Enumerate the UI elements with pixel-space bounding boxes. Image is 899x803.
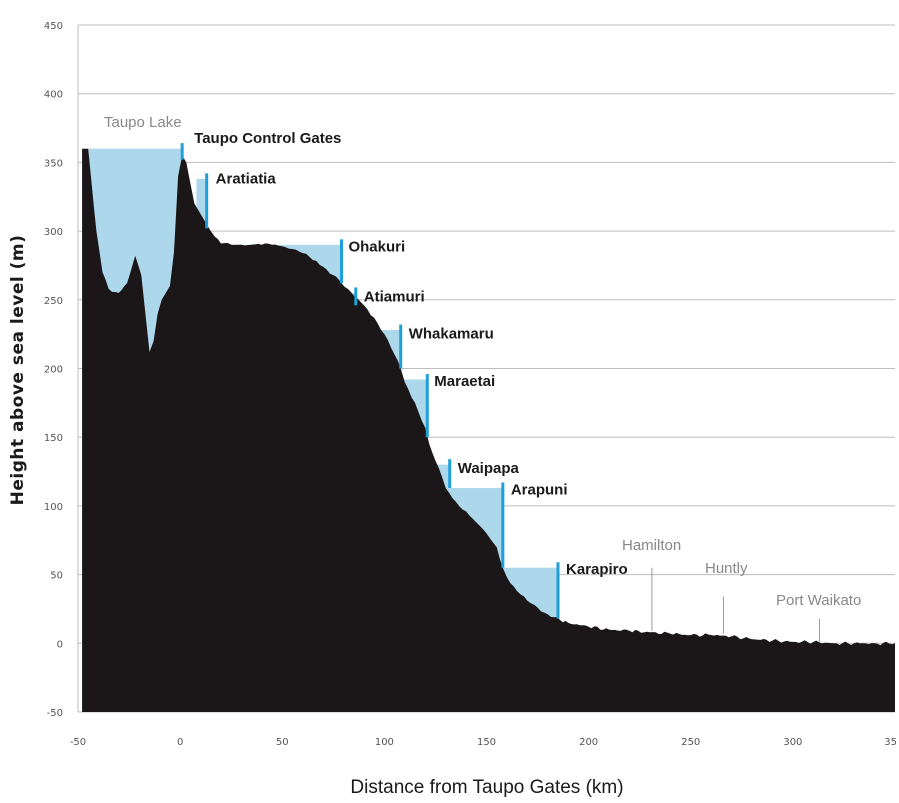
y-tick-label: 350 [44,158,63,169]
y-tick-label: 400 [44,90,63,101]
x-tick-label: 35 [884,737,897,748]
y-tick-label: 100 [44,502,63,513]
town-label: Huntly [705,560,748,577]
x-tick-label: 0 [177,737,183,748]
y-tick-label: 250 [44,296,63,307]
y-tick-label: 300 [44,227,63,238]
y-tick-label: 0 [57,639,63,650]
x-tick-label: 200 [579,737,598,748]
dam-label: Ohakuri [348,238,405,255]
dam-label: Maraetai [434,373,495,390]
town-label: Port Waikato [776,592,861,609]
y-tick-label: 50 [50,571,63,582]
terrain-layer [82,148,896,712]
dam-layer [180,143,560,619]
x-tick-label: 300 [783,737,802,748]
town-label: Hamilton [622,537,681,554]
dam-label: Aratiatia [216,170,277,187]
dam-label: Atiamuri [364,288,425,305]
y-tick-label: -50 [47,708,63,719]
dam-label: Arapuni [511,482,568,499]
x-tick-label: 150 [477,737,496,748]
label-layer: Taupo Control Gates Aratiatia Ohakuri Atiam… [104,114,861,609]
dam-label: Whakamaru [409,326,494,343]
dam-label: Waipapa [458,460,520,477]
y-tick-label: 200 [44,365,63,376]
dam-label: Taupo Control Gates [194,130,341,147]
x-tick-label: 50 [276,737,289,748]
y-axis-label: Height above sea level (m) [8,235,28,506]
x-tick-label: -50 [70,737,86,748]
marker-layer [651,567,820,642]
tick-layer: 450 400 350 300 250 200 150 100 50 0 -50 -50 0 50 100 1… [44,21,897,748]
x-tick-label: 250 [681,737,700,748]
dam-label: Karapiro [566,561,628,578]
x-axis-label: Distance from Taupo Gates (km) [350,777,623,798]
riverbed-terrain [82,148,896,712]
x-tick-label: 100 [375,737,394,748]
y-tick-label: 450 [44,21,63,32]
y-tick-label: 150 [44,433,63,444]
lake-label: Taupo Lake [104,114,182,131]
